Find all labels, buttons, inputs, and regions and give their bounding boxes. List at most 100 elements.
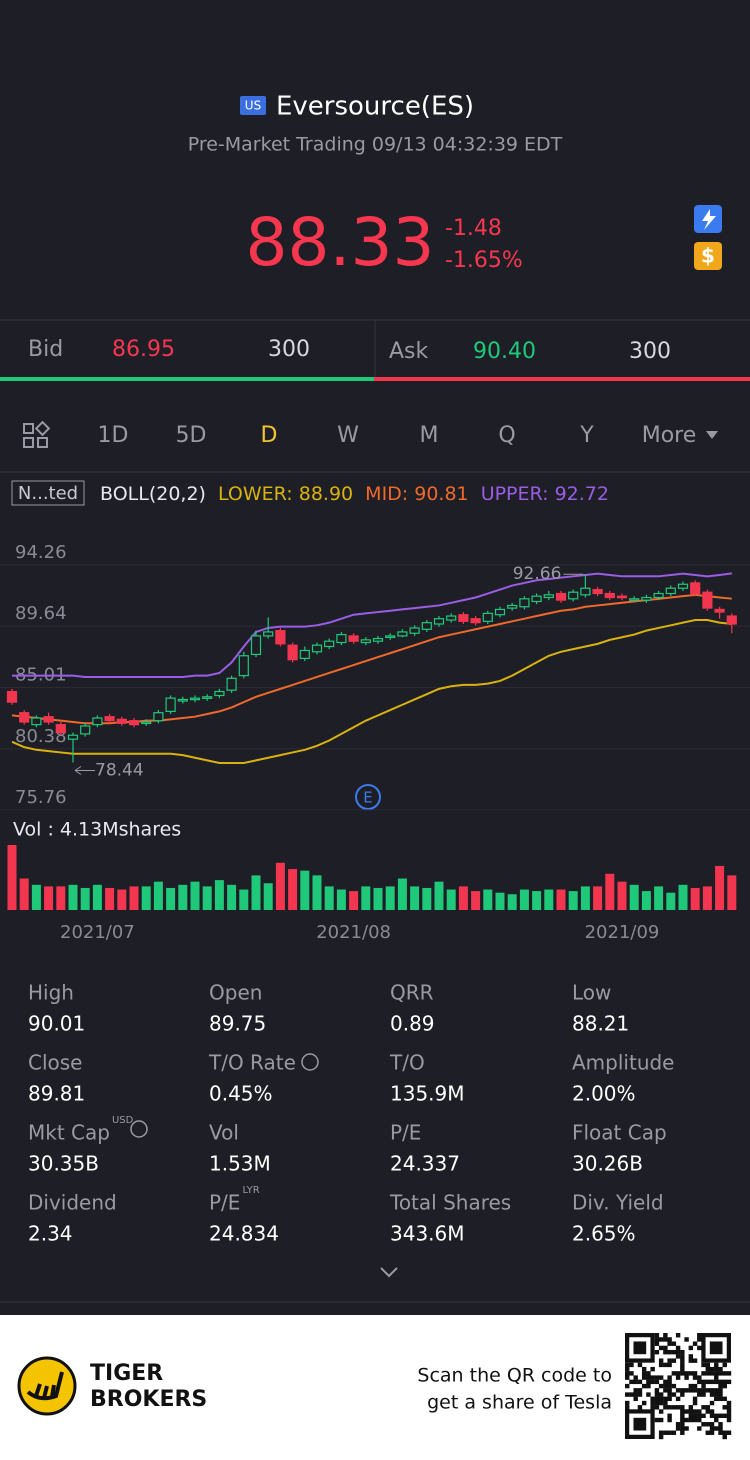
- candle-body: [311, 644, 323, 653]
- tab[interactable]: More: [642, 423, 697, 448]
- x-tick-label: 2021/07: [60, 922, 135, 943]
- dollar-icon[interactable]: [694, 242, 722, 270]
- qr-module: [680, 1358, 685, 1363]
- qr-module: [629, 1362, 634, 1368]
- y-tick-label: 75.76: [15, 787, 67, 808]
- candle-body: [580, 587, 591, 596]
- qr-module: [671, 1371, 677, 1376]
- qr-module: [684, 1337, 689, 1342]
- candle-body: [543, 594, 554, 599]
- qr-module: [709, 1379, 715, 1385]
- tab[interactable]: Q: [498, 423, 515, 448]
- qr-finder: [701, 1332, 732, 1363]
- candle-body: [31, 717, 42, 726]
- stat-label: P/E: [209, 1191, 240, 1215]
- volume-bar: [690, 887, 700, 910]
- volume-bar: [300, 870, 310, 910]
- qr-module: [697, 1417, 702, 1423]
- scan-text: get a share of Tesla: [427, 1392, 612, 1414]
- candle-body: [360, 639, 371, 644]
- qr-module: [629, 1392, 634, 1397]
- qr-module: [722, 1371, 727, 1376]
- stock-name: Eversource(ES): [276, 92, 474, 122]
- qr-module: [663, 1430, 668, 1435]
- tab[interactable]: D: [261, 423, 278, 448]
- qr-module: [646, 1383, 651, 1389]
- qr-module: [646, 1392, 651, 1397]
- qr-module: [654, 1341, 660, 1346]
- stat-label: P/E: [390, 1121, 421, 1145]
- qr-module: [663, 1396, 668, 1402]
- qr-module: [697, 1409, 702, 1414]
- qr-module: [709, 1430, 715, 1435]
- qr-module: [705, 1379, 710, 1385]
- volume-bar: [617, 881, 627, 910]
- qr-module: [718, 1430, 723, 1435]
- volume-bar: [446, 889, 456, 910]
- volume-bar: [532, 891, 542, 910]
- tab[interactable]: W: [337, 423, 359, 448]
- qr-module: [709, 1392, 715, 1397]
- qr-module: [667, 1375, 672, 1380]
- qr-module: [692, 1388, 698, 1393]
- qr-module: [697, 1345, 702, 1351]
- qr-module: [667, 1379, 672, 1385]
- qr-module: [705, 1371, 710, 1376]
- qr-module: [726, 1405, 732, 1410]
- qr-module: [671, 1392, 677, 1397]
- qr-module: [625, 1392, 630, 1397]
- qr-module: [625, 1375, 630, 1380]
- qr-finder: [633, 1341, 647, 1355]
- low-arrow: [74, 766, 95, 775]
- bid-size: 300: [268, 337, 310, 362]
- volume-bar: [336, 889, 346, 910]
- tab[interactable]: 5D: [176, 423, 207, 448]
- qr-module: [650, 1366, 655, 1372]
- volume-bar: [519, 889, 529, 910]
- layout-icon[interactable]: [23, 420, 51, 448]
- tiger-logo-stripes: [26, 1371, 64, 1401]
- qr-module: [697, 1379, 702, 1385]
- qr-module: [667, 1417, 672, 1423]
- qr-module: [658, 1383, 664, 1389]
- qr-module: [671, 1383, 677, 1389]
- tab[interactable]: Y: [579, 423, 594, 448]
- candle-body: [616, 595, 628, 599]
- qr-module: [701, 1405, 706, 1410]
- volume-bar: [202, 886, 212, 910]
- dropdown-arrow: [706, 431, 718, 439]
- volume-bar: [678, 884, 688, 910]
- indicator-box[interactable]: [11, 480, 85, 506]
- qr-module: [654, 1379, 660, 1385]
- volume-bar: [715, 865, 725, 910]
- candle-body: [421, 622, 432, 630]
- stat-value: 0.45%: [209, 1082, 273, 1106]
- stat-value: 2.34: [28, 1222, 73, 1246]
- indicator-name[interactable]: N...ted: [18, 483, 78, 504]
- candle-body: [726, 615, 737, 625]
- low-annotation: 78.44: [95, 761, 144, 781]
- tab[interactable]: M: [420, 423, 439, 448]
- earnings-icon[interactable]: [355, 784, 381, 810]
- volume-bar: [129, 886, 139, 910]
- tab[interactable]: 1D: [98, 423, 129, 448]
- stat-label: Total Shares: [389, 1191, 511, 1215]
- candle-body: [531, 595, 542, 603]
- qr-module: [658, 1345, 664, 1351]
- qr-module: [701, 1362, 706, 1368]
- qr-module: [646, 1371, 651, 1376]
- qr-module: [684, 1375, 689, 1380]
- volume-bar: [593, 886, 603, 910]
- qr-module: [709, 1413, 715, 1418]
- volume-bar: [214, 880, 224, 910]
- candle-body: [555, 592, 567, 601]
- expand-chevron[interactable]: [380, 1267, 398, 1278]
- candle-body: [104, 716, 115, 722]
- qr-module: [633, 1396, 638, 1402]
- volume-bar: [324, 886, 334, 910]
- candle-body: [19, 712, 30, 723]
- qr-module: [688, 1417, 694, 1423]
- brand: BROKERS: [90, 1387, 207, 1412]
- qr-module: [680, 1371, 685, 1376]
- stat-label: Mkt Cap: [28, 1121, 110, 1145]
